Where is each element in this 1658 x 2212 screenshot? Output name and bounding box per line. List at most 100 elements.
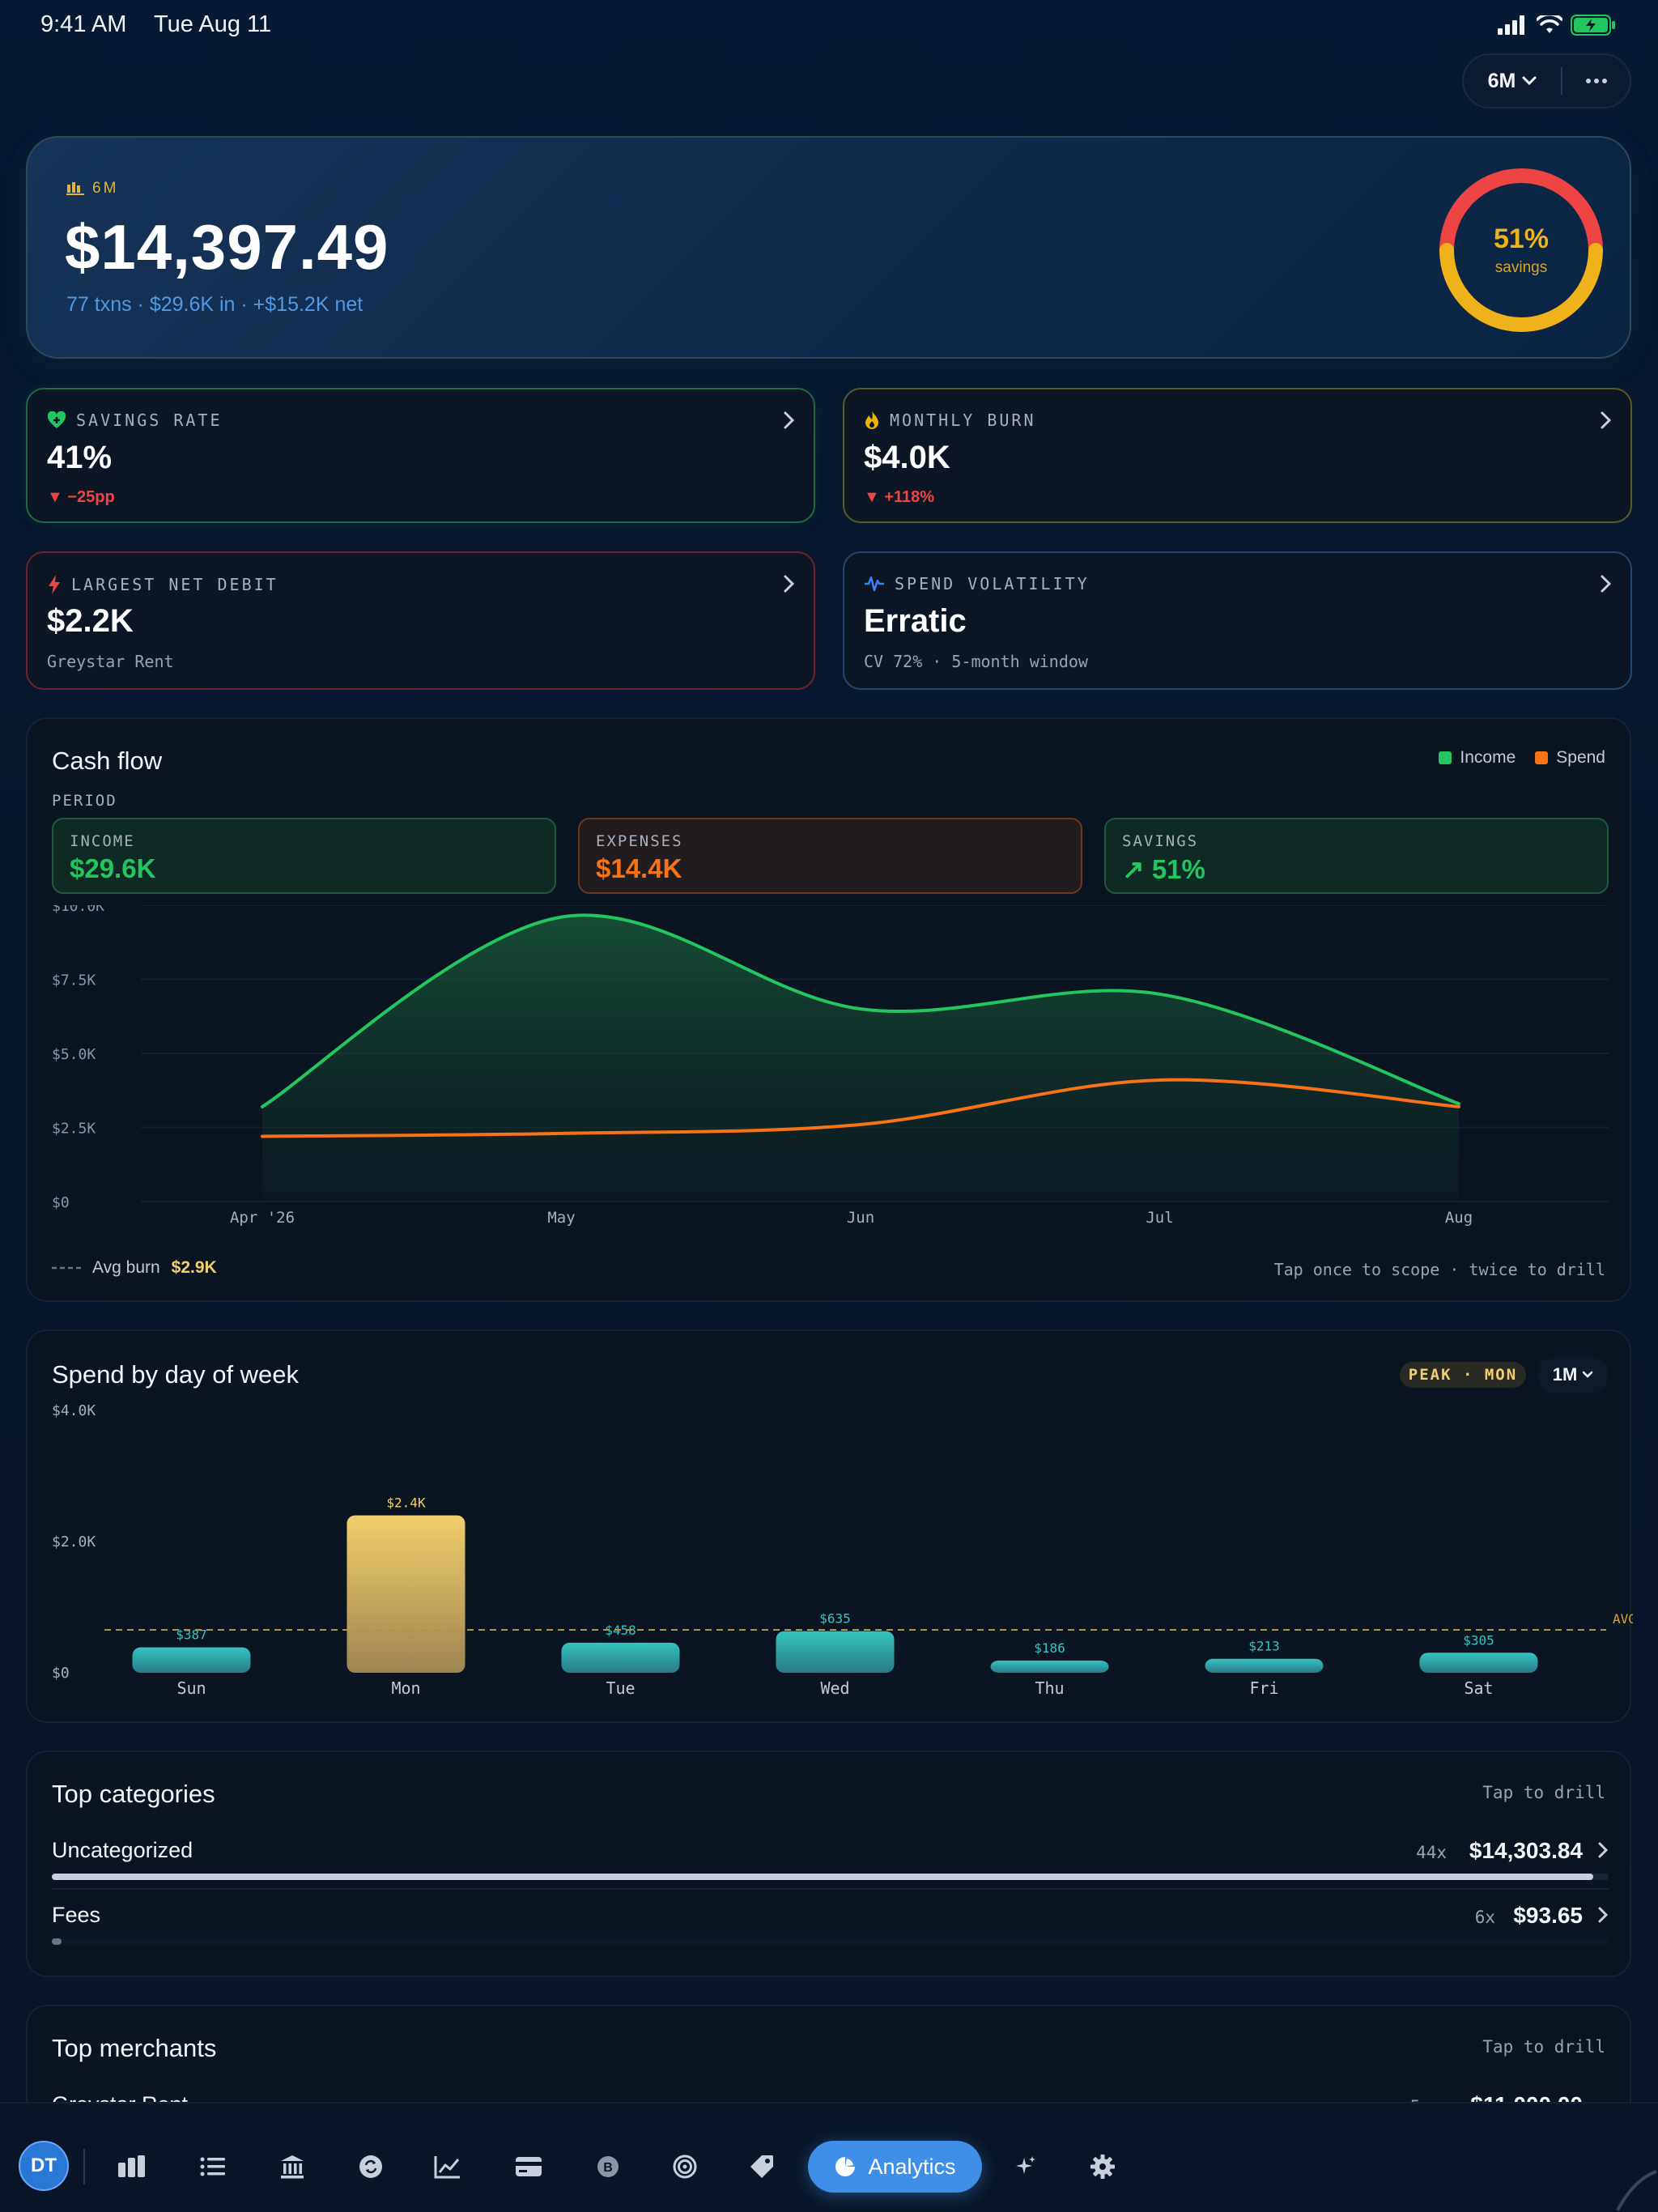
gear-icon — [1090, 2155, 1115, 2179]
avg-burn-value: $2.9K — [171, 1258, 217, 1277]
wifi-icon — [1537, 15, 1562, 33]
savings-rate-card[interactable]: SAVINGS RATE 41% ▼ −25pp — [26, 388, 815, 523]
bar-sat — [1419, 1653, 1538, 1673]
bar-value-label: $186 — [1034, 1640, 1065, 1656]
trend-icon — [434, 2156, 460, 2179]
dow-bar-chart[interactable]: $0$2.0K$4.0K$387Sun$2.4KMon$458Tue$635We… — [28, 1396, 1633, 1720]
period-label: PERIOD — [52, 792, 117, 810]
nav-settings[interactable] — [1086, 2150, 1119, 2183]
y-tick-label: $4.0K — [52, 1402, 96, 1419]
hero-summary-card[interactable]: 6M $14,397.49 77 txns · $29.6K in · +$15… — [26, 136, 1631, 359]
card-label: LARGEST NET DEBIT — [47, 574, 278, 595]
bar-chart-icon — [66, 182, 84, 195]
chevron-down-icon — [1583, 1371, 1593, 1378]
nav-recurring[interactable] — [355, 2150, 387, 2183]
largest-net-debit-card[interactable]: LARGEST NET DEBIT $2.2K Greystar Rent — [26, 551, 815, 690]
expenses-kpi-label: EXPENSES — [596, 832, 683, 850]
bar-sun — [132, 1647, 251, 1673]
card-label: SAVINGS RATE — [47, 410, 223, 430]
bar-tue — [561, 1642, 680, 1673]
more-button[interactable] — [1562, 55, 1630, 107]
cash-flow-chart[interactable]: $0 $2.5K $5.0K $7.5K $10.0K Apr '26 May Jun Jul A… — [28, 905, 1633, 1261]
savings-kpi-value: ↗ 51% — [1122, 854, 1205, 884]
volatility-value: Erratic — [864, 603, 967, 639]
x-tick-label: Tue — [606, 1678, 635, 1698]
nav-analytics[interactable]: Analytics — [808, 2141, 982, 2193]
bar-value-label: $635 — [819, 1611, 851, 1627]
monthly-burn-value: $4.0K — [864, 440, 950, 475]
monthly-burn-label: MONTHLY BURN — [890, 410, 1036, 430]
monthly-burn-card[interactable]: MONTHLY BURN $4.0K ▼ +118% — [843, 388, 1632, 523]
expenses-kpi[interactable]: EXPENSES $14.4K — [578, 818, 1082, 894]
x-tick-label: Sun — [176, 1678, 206, 1698]
x-tick-label: Fri — [1249, 1678, 1278, 1698]
x-tick-label: Mon — [391, 1678, 420, 1698]
largest-debit-label: LARGEST NET DEBIT — [71, 575, 278, 594]
bar-value-label: $213 — [1248, 1639, 1280, 1654]
svg-text:B: B — [603, 2161, 613, 2175]
savings-rate-delta: ▼ −25pp — [47, 488, 115, 506]
cash-flow-hint: Tap once to scope · twice to drill — [1273, 1260, 1605, 1279]
ring-label: savings — [1494, 259, 1548, 276]
pulse-icon — [865, 576, 884, 592]
nav-crypto[interactable]: B — [592, 2150, 624, 2183]
x-tick-label: Jun — [847, 1209, 874, 1227]
bank-icon — [281, 2155, 304, 2179]
category-bar-fill — [52, 1938, 62, 1945]
income-kpi-label: INCOME — [70, 832, 135, 850]
bolt-icon — [49, 575, 60, 594]
x-tick-label: Thu — [1035, 1678, 1064, 1698]
x-tick-label: Aug — [1445, 1209, 1473, 1227]
category-row[interactable]: Uncategorized 44x $14,303.84 — [52, 1838, 1609, 1887]
category-bar-fill — [52, 1874, 1593, 1880]
top-controls: 6M — [1462, 53, 1631, 108]
flame-icon — [865, 411, 878, 429]
avatar-initials: DT — [31, 2155, 57, 2176]
nav-insights[interactable] — [1010, 2150, 1042, 2183]
largest-debit-detail: Greystar Rent — [47, 652, 174, 671]
chevron-right-icon — [1601, 411, 1612, 429]
bar-value-label: $387 — [176, 1627, 207, 1643]
nav-accounts[interactable] — [276, 2150, 308, 2183]
savings-ring[interactable]: 51% savings — [1436, 165, 1606, 335]
merchants-hint: Tap to drill — [1482, 2037, 1605, 2057]
savings-kpi[interactable]: SAVINGS ↗ 51% — [1104, 818, 1609, 894]
bar-value-label: $2.4K — [386, 1495, 426, 1511]
nav-separator — [83, 2149, 85, 2184]
status-date: Tue Aug 11 — [154, 11, 272, 37]
control-divider — [1561, 67, 1562, 95]
y-tick-label: $7.5K — [52, 972, 96, 989]
savings-kpi-label: SAVINGS — [1122, 832, 1199, 850]
monthly-burn-delta: ▼ +118% — [864, 488, 935, 506]
pie-chart-icon — [835, 2157, 856, 2176]
categories-hint: Tap to drill — [1482, 1783, 1605, 1802]
category-row[interactable]: Fees 6x $93.65 — [52, 1903, 1609, 1951]
hero-subtitle: 77 txns · $29.6K in · +$15.2K net — [66, 293, 363, 316]
income-kpi[interactable]: INCOME $29.6K — [52, 818, 556, 894]
nav-transactions[interactable] — [197, 2150, 229, 2183]
legend-income[interactable]: Income — [1439, 748, 1516, 768]
nav-trends[interactable] — [432, 2150, 464, 2183]
legend-spend-swatch — [1535, 751, 1549, 764]
category-bar-track — [52, 1874, 1609, 1880]
nav-goals[interactable] — [669, 2150, 701, 2183]
list-icon — [200, 2157, 225, 2176]
bar-fri — [1205, 1658, 1324, 1673]
nav-dashboard[interactable] — [116, 2150, 148, 2183]
peak-badge-label: PEAK · MON — [1408, 1366, 1518, 1384]
nav-tags[interactable] — [746, 2150, 778, 2183]
legend-spend[interactable]: Spend — [1535, 748, 1605, 768]
period-dropdown[interactable]: 6M — [1464, 55, 1561, 107]
avatar[interactable]: DT — [19, 2141, 69, 2191]
x-tick-label: May — [547, 1209, 575, 1227]
target-icon — [673, 2155, 697, 2179]
y-tick-label: $0 — [52, 1194, 70, 1211]
dow-range-dropdown[interactable]: 1M — [1538, 1357, 1608, 1393]
spend-volatility-card[interactable]: SPEND VOLATILITY Erratic CV 72% · 5-mont… — [843, 551, 1632, 690]
merchants-title: Top merchants — [52, 2034, 217, 2062]
nav-cards[interactable] — [512, 2150, 545, 2183]
savings-rate-value: 41% — [47, 440, 113, 475]
home-indicator-icon — [1616, 2170, 1657, 2211]
signal-icon — [1498, 15, 1524, 35]
dashed-line-icon — [52, 1266, 84, 1270]
